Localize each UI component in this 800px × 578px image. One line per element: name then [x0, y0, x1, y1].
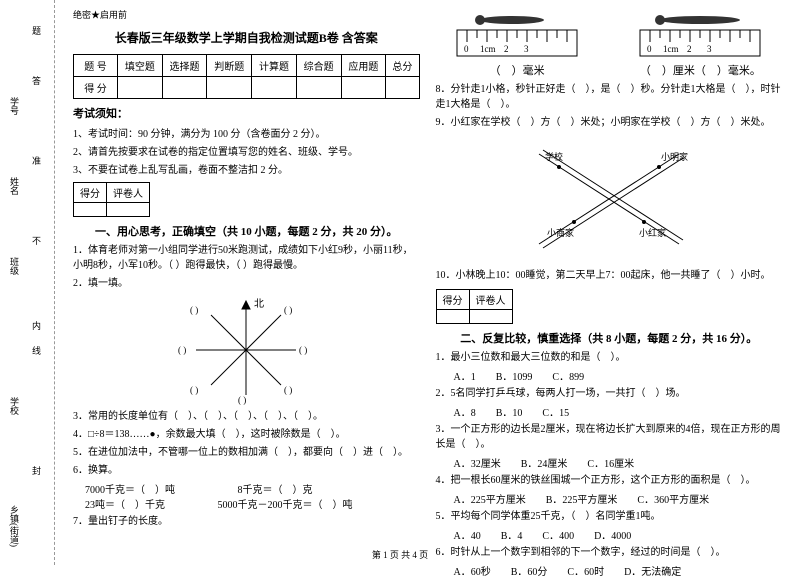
s2-q1-options: A．1B．1099C．899	[454, 368, 783, 383]
svg-text:学校: 学校	[545, 151, 563, 162]
question-6-part: 23吨＝（ ）千克 5000千克－200千克＝（ ）吨	[85, 496, 420, 511]
margin-label: 不	[30, 236, 43, 245]
svg-text:3: 3	[524, 44, 529, 54]
svg-text:1cm: 1cm	[480, 44, 496, 54]
score-header: 应用题	[341, 55, 386, 77]
s2-question-2: 2．5名同学打乒乓球，每两人打一场，一共打（ ）场。	[436, 386, 783, 401]
svg-text:0: 0	[647, 44, 652, 54]
svg-text:( ): ( )	[178, 345, 186, 355]
margin-label: 内	[30, 321, 43, 330]
svg-text:0: 0	[464, 44, 469, 54]
grader-table-2: 得分评卷人	[436, 289, 513, 324]
svg-text:小明家: 小明家	[661, 151, 688, 162]
svg-text:( ): ( )	[299, 345, 307, 355]
compass-diagram: 北 ( ) ( ) ( ) ( ) ( ) ( ) ( )	[73, 295, 420, 405]
question-5: 5．在进位加法中，不管哪一位上的数相加满（ ），都要向（ ）进（ ）。	[73, 445, 420, 460]
margin-label: 学校	[8, 397, 21, 415]
question-3: 3．常用的长度单位有（ ）、（ ）、（ ）、（ ）、（ ）。	[73, 409, 420, 424]
notice-item: 1、考试时间：90 分钟，满分为 100 分（含卷面分 2 分）。	[73, 125, 420, 140]
grader-table: 得分评卷人	[73, 182, 150, 217]
s2-q3-options: A．32厘米B．24厘米C．16厘米	[454, 455, 783, 470]
margin-label: 答	[30, 76, 43, 85]
ruler-1-answer: （ ）毫米	[452, 62, 582, 78]
svg-text:2: 2	[504, 44, 509, 54]
s2-q4-options: A．225平方厘米B．225平方厘米C．360平方厘米	[454, 491, 783, 506]
score-header: 填空题	[118, 55, 163, 77]
page-footer: 第 1 页 共 4 页	[0, 548, 800, 561]
svg-text:( ): ( )	[284, 305, 292, 315]
svg-text:( ): ( )	[238, 395, 246, 405]
ruler-2-icon: 0 1cm 2 3	[635, 12, 765, 62]
score-cell	[118, 77, 163, 99]
svg-text:2: 2	[687, 44, 692, 54]
margin-label: 准	[30, 156, 43, 165]
score-header: 计算题	[252, 55, 297, 77]
question-4: 4．□÷8＝138……●，余数最大填（ ），这时被除数是（ ）。	[73, 427, 420, 442]
confidential-label: 绝密★启用前	[73, 8, 420, 21]
s2-q2-options: A．8B．10C．15	[454, 404, 783, 419]
margin-label: 学号	[8, 97, 21, 115]
svg-text:( ): ( )	[284, 385, 292, 395]
mini-header: 得分	[436, 290, 469, 310]
svg-text:3: 3	[707, 44, 712, 54]
question-1: 1．体育老师对第一小组同学进行50米跑测试，成绩如下小红9秒，小丽11秒，小明8…	[73, 243, 420, 273]
score-row-label: 得 分	[74, 77, 118, 99]
question-8: 8．分针走1小格，秒针正好走（ ），是（ ）秒。分针走1大格是（ ），时针走1大…	[436, 82, 783, 112]
s2-q5-options: A．40B．4C．400D．4000	[454, 527, 783, 542]
s2-q6-options: A．60秒B．60分C．60时D．无法确定	[454, 563, 783, 578]
svg-text:小红家: 小红家	[639, 227, 666, 238]
question-10: 10．小林晚上10：00睡觉，第二天早上7：00起床，他一共睡了（ ）小时。	[436, 268, 783, 283]
compass-north-label: 北	[254, 298, 264, 310]
svg-text:( ): ( )	[190, 385, 198, 395]
mini-header: 评卷人	[469, 290, 512, 310]
margin-label: 线	[30, 346, 43, 355]
score-header: 判断题	[207, 55, 252, 77]
mini-header: 评卷人	[107, 183, 150, 203]
score-table: 题 号 填空题 选择题 判断题 计算题 综合题 应用题 总分 得 分	[73, 54, 420, 99]
section-1-title: 一、用心思考，正确填空（共 10 小题，每题 2 分，共 20 分）。	[73, 223, 420, 239]
ruler-2-answer: （ ）厘米（ ）毫米。	[635, 62, 765, 78]
s2-question-4: 4．把一根长60厘米的铁丝围城一个正方形，这个正方形的面积是（ ）。	[436, 473, 783, 488]
right-column: 0 1cm 2 3 （ ）毫米	[428, 8, 791, 565]
margin-label: 班级	[8, 257, 21, 275]
notice-title: 考试须知：	[73, 105, 420, 121]
svg-text:1cm: 1cm	[663, 44, 679, 54]
notice-item: 2、请首先按要求在试卷的指定位置填写您的姓名、班级、学号。	[73, 143, 420, 158]
mini-header: 得分	[74, 183, 107, 203]
ruler-1-icon: 0 1cm 2 3	[452, 12, 582, 62]
s2-question-3: 3．一个正方形的边长是2厘米，现在将边长扩大到原来的4倍，现在正方形的周长是（ …	[436, 422, 783, 452]
section-2-title: 二、反复比较，慎重选择（共 8 小题，每题 2 分，共 16 分）。	[436, 330, 783, 346]
question-6: 6．换算。	[73, 463, 420, 478]
svg-text:( ): ( )	[190, 305, 198, 315]
score-header: 题 号	[74, 55, 118, 77]
exam-title: 长春版三年级数学上学期自我检测试题B卷 含答案	[73, 29, 420, 46]
score-header: 选择题	[162, 55, 207, 77]
binding-margin: 乡镇(街道) 封 学校 线 内 班级 不 姓名 准 学号 答 题	[0, 0, 55, 565]
s2-question-1: 1．最小三位数和最大三位数的和是（ ）。	[436, 350, 783, 365]
ruler-diagrams: 0 1cm 2 3 （ ）毫米	[436, 12, 783, 78]
question-2: 2．填一填。	[73, 276, 420, 291]
notice-item: 3、不要在试卷上乱写乱画，卷面不整洁扣 2 分。	[73, 161, 420, 176]
margin-label: 题	[30, 26, 43, 35]
question-6-part: 7000千克＝（ ）吨 8千克＝（ ）克	[85, 481, 420, 496]
question-7: 7．量出钉子的长度。	[73, 514, 420, 529]
margin-label: 乡镇(街道)	[8, 505, 21, 547]
question-9: 9．小红家在学校（ ）方（ ）米处；小明家在学校（ ）方（ ）米处。	[436, 115, 783, 130]
left-column: 绝密★启用前 长春版三年级数学上学期自我检测试题B卷 含答案 题 号 填空题 选…	[65, 8, 428, 565]
score-header: 综合题	[296, 55, 341, 77]
svg-text:小商家: 小商家	[547, 227, 574, 238]
margin-label: 姓名	[8, 177, 21, 195]
score-header: 总分	[386, 55, 419, 77]
crossroads-diagram: 学校 小明家 小商家 小红家	[436, 134, 783, 264]
s2-question-5: 5．平均每个同学体重25千克，（ ）名同学重1吨。	[436, 509, 783, 524]
margin-label: 封	[30, 466, 43, 475]
